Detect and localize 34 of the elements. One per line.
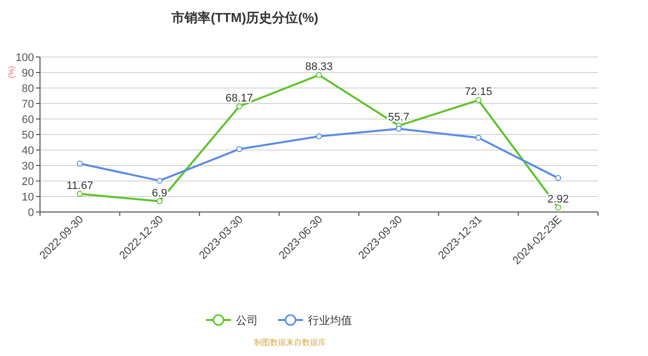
- legend-label: 行业均值: [308, 314, 352, 327]
- point: [475, 97, 482, 104]
- point: [316, 133, 322, 140]
- point: [156, 198, 163, 204]
- y-tick-label: 80: [22, 83, 34, 95]
- legend-label: 公司: [236, 315, 258, 327]
- data-label: 88.33: [305, 61, 333, 74]
- point: [396, 126, 402, 132]
- y-tick-label: 30: [22, 160, 34, 172]
- point: [236, 103, 242, 110]
- data-label: 55.7: [388, 112, 410, 124]
- point: [76, 190, 83, 197]
- y-tick-label: 90: [22, 68, 34, 80]
- point: [316, 72, 322, 78]
- y-axis-title: (%): [7, 65, 16, 78]
- point: [236, 146, 242, 152]
- y-tick-label: 70: [22, 98, 34, 110]
- data-label: 72.15: [464, 86, 492, 98]
- y-tick-label: 60: [22, 114, 34, 126]
- y-tick-label: 100: [16, 52, 34, 64]
- y-tick-label: 50: [22, 130, 34, 142]
- chart-title: 市销率(TTM)历史分位(%): [170, 10, 318, 25]
- point: [475, 134, 482, 141]
- point: [156, 178, 163, 184]
- point: [555, 204, 562, 210]
- point: [555, 175, 562, 182]
- data-label: 68.17: [226, 92, 254, 104]
- point: [76, 160, 83, 167]
- text: 制图数据来自数据库: [254, 338, 326, 347]
- data-label: 11.67: [66, 180, 94, 192]
- y-tick-label: 10: [22, 192, 34, 204]
- y-tick-label: 20: [22, 176, 34, 188]
- y-tick-label: 0: [28, 207, 34, 219]
- y-tick-label: 40: [22, 145, 34, 157]
